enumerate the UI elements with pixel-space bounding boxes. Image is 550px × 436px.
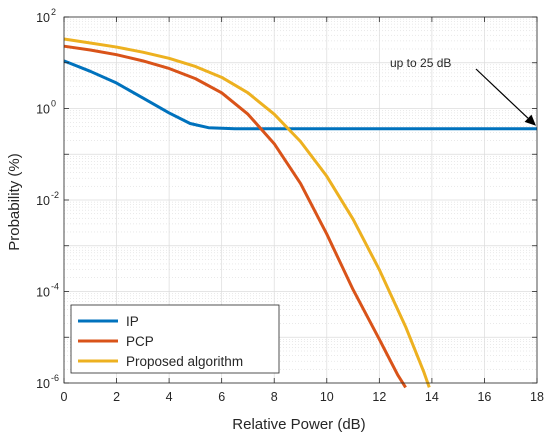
axis-ticks xyxy=(63,16,538,384)
x-tick-label: 10 xyxy=(320,390,334,404)
minor-grid xyxy=(64,18,537,370)
legend-label-1: IP xyxy=(126,314,139,329)
x-tick-label: 18 xyxy=(530,390,544,404)
x-tick-label: 8 xyxy=(271,390,278,404)
y-tick-exponent: 2 xyxy=(51,7,56,17)
legend: IP PCP Proposed algorithm xyxy=(70,304,280,374)
x-tick-labels: 0 2 4 6 8 10 12 14 16 18 xyxy=(61,390,544,404)
y-tick-label: 10 xyxy=(36,194,50,208)
x-tick-label: 2 xyxy=(113,390,120,404)
x-tick-label: 12 xyxy=(372,390,386,404)
y-tick-exponent: 0 xyxy=(51,99,56,109)
x-tick-label: 6 xyxy=(218,390,225,404)
y-tick-label: 10 xyxy=(36,103,50,117)
annotation: up to 25 dB xyxy=(390,56,536,126)
annotation-arrow-head xyxy=(524,114,536,126)
y-tick-exponent: -6 xyxy=(51,373,59,383)
legend-label-2: PCP xyxy=(126,334,154,349)
series-line-1 xyxy=(63,59,537,131)
y-tick-label: 10 xyxy=(36,377,50,391)
y-tick-exponent: -4 xyxy=(51,282,59,292)
series-line-3 xyxy=(63,37,431,388)
y-tick-exponent: -2 xyxy=(51,190,59,200)
series-layer xyxy=(63,37,537,389)
y-tick-label: 10 xyxy=(36,286,50,300)
x-tick-label: 14 xyxy=(425,390,439,404)
y-tick-label: 10 xyxy=(36,11,50,25)
annotation-text: up to 25 dB xyxy=(390,56,451,70)
legend-label-3: Proposed algorithm xyxy=(126,354,243,369)
x-tick-label: 0 xyxy=(61,390,68,404)
x-tick-label: 4 xyxy=(166,390,173,404)
x-tick-label: 16 xyxy=(477,390,491,404)
annotation-arrow-line xyxy=(475,68,529,119)
y-axis-label: Probability (%) xyxy=(6,153,23,251)
x-axis-label: Relative Power (dB) xyxy=(232,416,365,433)
series-line-2 xyxy=(63,44,407,389)
